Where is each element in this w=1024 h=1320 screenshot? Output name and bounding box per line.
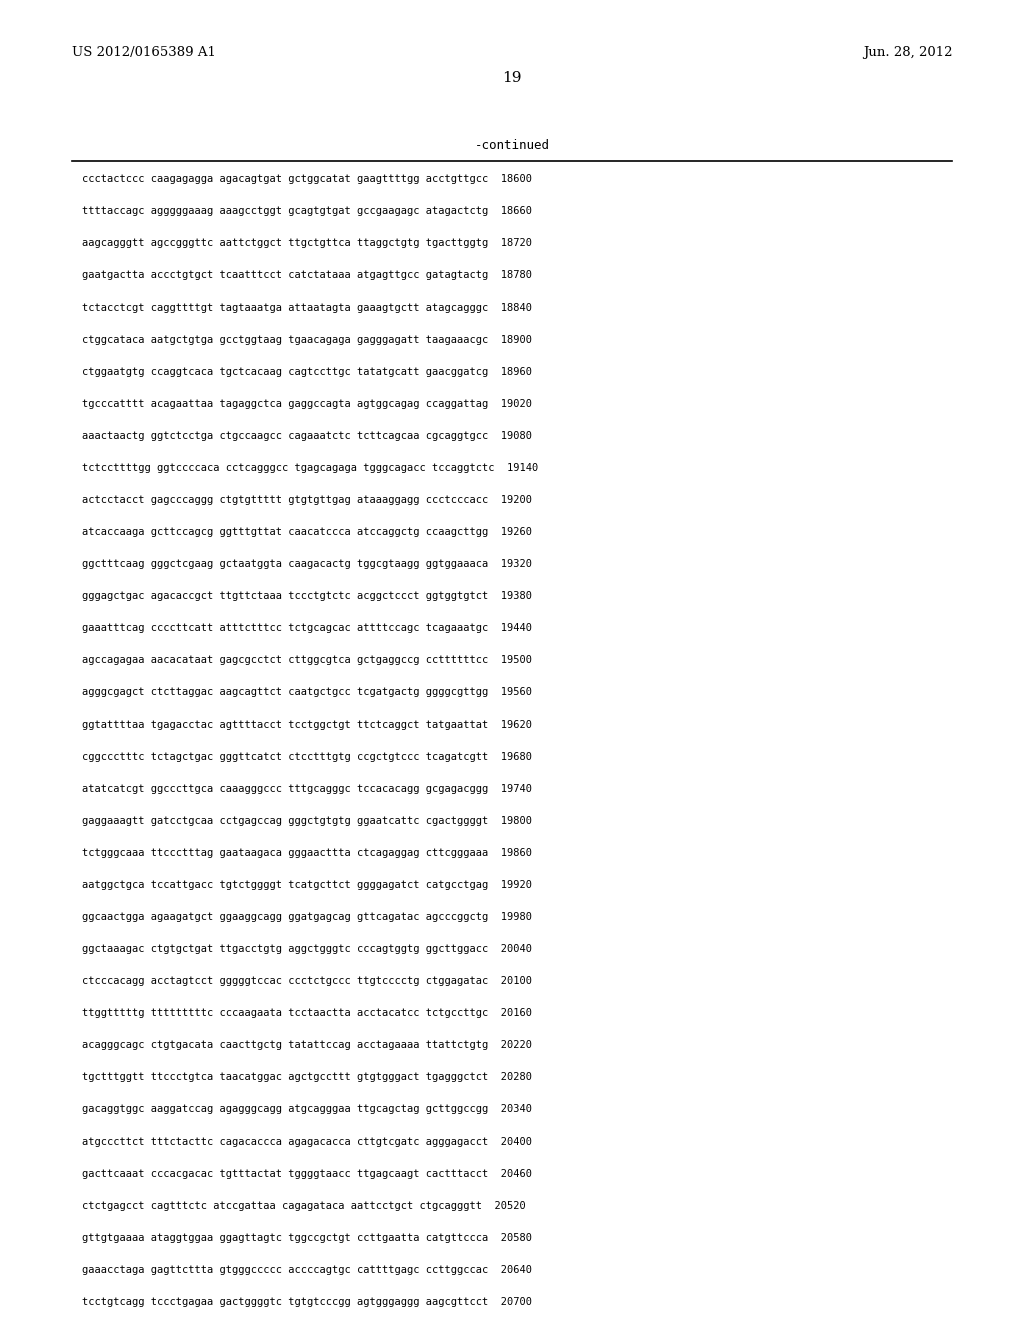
Text: aaactaactg ggtctcctga ctgccaagcc cagaaatctc tcttcagcaa cgcaggtgcc  19080: aaactaactg ggtctcctga ctgccaagcc cagaaat… — [82, 430, 531, 441]
Text: tctacctcgt caggttttgt tagtaaatga attaatagta gaaagtgctt atagcagggc  18840: tctacctcgt caggttttgt tagtaaatga attaata… — [82, 302, 531, 313]
Text: agggcgagct ctcttaggac aagcagttct caatgctgcc tcgatgactg ggggcgttgg  19560: agggcgagct ctcttaggac aagcagttct caatgct… — [82, 688, 531, 697]
Text: ctctgagcct cagtttctc atccgattaa cagagataca aattcctgct ctgcagggtt  20520: ctctgagcct cagtttctc atccgattaa cagagata… — [82, 1201, 525, 1210]
Text: Jun. 28, 2012: Jun. 28, 2012 — [863, 46, 952, 59]
Text: gggagctgac agacaccgct ttgttctaaa tccctgtctc acggctccct ggtggtgtct  19380: gggagctgac agacaccgct ttgttctaaa tccctgt… — [82, 591, 531, 601]
Text: atatcatcgt ggcccttgca caaagggccc tttgcagggc tccacacagg gcgagacggg  19740: atatcatcgt ggcccttgca caaagggccc tttgcag… — [82, 784, 531, 793]
Text: ctggcataca aatgctgtga gcctggtaag tgaacagaga gagggagatt taagaaacgc  18900: ctggcataca aatgctgtga gcctggtaag tgaacag… — [82, 335, 531, 345]
Text: tctgggcaaa ttccctttag gaataagaca gggaacttta ctcagaggag cttcgggaaa  19860: tctgggcaaa ttccctttag gaataagaca gggaact… — [82, 847, 531, 858]
Text: gaggaaagtt gatcctgcaa cctgagccag gggctgtgtg ggaatcattc cgactggggt  19800: gaggaaagtt gatcctgcaa cctgagccag gggctgt… — [82, 816, 531, 826]
Text: gaatgactta accctgtgct tcaatttcct catctataaa atgagttgcc gatagtactg  18780: gaatgactta accctgtgct tcaatttcct catctat… — [82, 271, 531, 280]
Text: tgcccatttt acagaattaa tagaggctca gaggccagta agtggcagag ccaggattag  19020: tgcccatttt acagaattaa tagaggctca gaggcca… — [82, 399, 531, 409]
Text: tcctgtcagg tccctgagaa gactggggtc tgtgtcccgg agtgggaggg aagcgttcct  20700: tcctgtcagg tccctgagaa gactggggtc tgtgtcc… — [82, 1296, 531, 1307]
Text: gacttcaaat cccacgacac tgtttactat tggggtaacc ttgagcaagt cactttacct  20460: gacttcaaat cccacgacac tgtttactat tggggta… — [82, 1168, 531, 1179]
Text: ggctaaagac ctgtgctgat ttgacctgtg aggctgggtc cccagtggtg ggcttggacc  20040: ggctaaagac ctgtgctgat ttgacctgtg aggctgg… — [82, 944, 531, 954]
Text: gaaacctaga gagttcttta gtgggccccc accccagtgc cattttgagc ccttggccac  20640: gaaacctaga gagttcttta gtgggccccc accccag… — [82, 1265, 531, 1275]
Text: -continued: -continued — [474, 139, 550, 152]
Text: tctccttttgg ggtccccaca cctcagggcc tgagcagaga tgggcagacc tccaggtctc  19140: tctccttttgg ggtccccaca cctcagggcc tgagca… — [82, 463, 539, 473]
Text: atgcccttct tttctacttc cagacaccca agagacacca cttgtcgatc agggagacct  20400: atgcccttct tttctacttc cagacaccca agagaca… — [82, 1137, 531, 1147]
Text: ctggaatgtg ccaggtcaca tgctcacaag cagtccttgc tatatgcatt gaacggatcg  18960: ctggaatgtg ccaggtcaca tgctcacaag cagtcct… — [82, 367, 531, 376]
Text: ccctactccc caagagagga agacagtgat gctggcatat gaagttttgg acctgttgcc  18600: ccctactccc caagagagga agacagtgat gctggca… — [82, 174, 531, 185]
Text: aagcagggtt agccgggttc aattctggct ttgctgttca ttaggctgtg tgacttggtg  18720: aagcagggtt agccgggttc aattctggct ttgctgt… — [82, 239, 531, 248]
Text: ggctttcaag gggctcgaag gctaatggta caagacactg tggcgtaagg ggtggaaaca  19320: ggctttcaag gggctcgaag gctaatggta caagaca… — [82, 560, 531, 569]
Text: agccagagaa aacacataat gagcgcctct cttggcgtca gctgaggccg ccttttttcc  19500: agccagagaa aacacataat gagcgcctct cttggcg… — [82, 655, 531, 665]
Text: tgctttggtt ttccctgtca taacatggac agctgccttt gtgtgggact tgagggctct  20280: tgctttggtt ttccctgtca taacatggac agctgcc… — [82, 1072, 531, 1082]
Text: ggcaactgga agaagatgct ggaaggcagg ggatgagcag gttcagatac agcccggctg  19980: ggcaactgga agaagatgct ggaaggcagg ggatgag… — [82, 912, 531, 921]
Text: ttggtttttg tttttttttc cccaagaata tcctaactta acctacatcc tctgccttgc  20160: ttggtttttg tttttttttc cccaagaata tcctaac… — [82, 1008, 531, 1018]
Text: acagggcagc ctgtgacata caacttgctg tatattccag acctagaaaa ttattctgtg  20220: acagggcagc ctgtgacata caacttgctg tatattc… — [82, 1040, 531, 1051]
Text: ttttaccagc agggggaaag aaagcctggt gcagtgtgat gccgaagagc atagactctg  18660: ttttaccagc agggggaaag aaagcctggt gcagtgt… — [82, 206, 531, 216]
Text: gaaatttcag ccccttcatt atttctttcc tctgcagcac attttccagc tcagaaatgc  19440: gaaatttcag ccccttcatt atttctttcc tctgcag… — [82, 623, 531, 634]
Text: atcaccaaga gcttccagcg ggtttgttat caacatccca atccaggctg ccaagcttgg  19260: atcaccaaga gcttccagcg ggtttgttat caacatc… — [82, 527, 531, 537]
Text: gttgtgaaaa ataggtggaa ggagttagtc tggccgctgt ccttgaatta catgttccca  20580: gttgtgaaaa ataggtggaa ggagttagtc tggccgc… — [82, 1233, 531, 1242]
Text: ggtattttaa tgagacctac agttttacct tcctggctgt ttctcaggct tatgaattat  19620: ggtattttaa tgagacctac agttttacct tcctggc… — [82, 719, 531, 730]
Text: 19: 19 — [502, 71, 522, 86]
Text: cggccctttc tctagctgac gggttcatct ctcctttgtg ccgctgtccc tcagatcgtt  19680: cggccctttc tctagctgac gggttcatct ctccttt… — [82, 751, 531, 762]
Text: aatggctgca tccattgacc tgtctggggt tcatgcttct ggggagatct catgcctgag  19920: aatggctgca tccattgacc tgtctggggt tcatgct… — [82, 880, 531, 890]
Text: gacaggtggc aaggatccag agagggcagg atgcagggaa ttgcagctag gcttggccgg  20340: gacaggtggc aaggatccag agagggcagg atgcagg… — [82, 1105, 531, 1114]
Text: ctcccacagg acctagtcct gggggtccac ccctctgccc ttgtcccctg ctggagatac  20100: ctcccacagg acctagtcct gggggtccac ccctctg… — [82, 975, 531, 986]
Text: US 2012/0165389 A1: US 2012/0165389 A1 — [72, 46, 216, 59]
Text: actcctacct gagcccaggg ctgtgttttt gtgtgttgag ataaaggagg ccctcccacc  19200: actcctacct gagcccaggg ctgtgttttt gtgtgtt… — [82, 495, 531, 506]
